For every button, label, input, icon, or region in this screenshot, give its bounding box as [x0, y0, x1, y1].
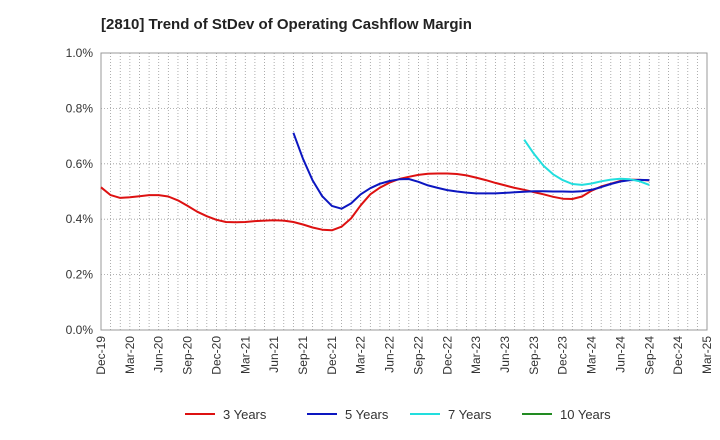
x-tick-label: Dec-23 [556, 336, 570, 375]
legend: 3 Years 5 Years 7 Years 10 Years [185, 407, 611, 422]
y-axis: 1.0% 0.8% 0.6% 0.4% 0.2% 0.0% [66, 46, 94, 337]
x-tick-label: Jun-21 [267, 336, 281, 373]
series-lines [100, 132, 650, 232]
x-tick-label: Jun-24 [613, 336, 627, 373]
x-tick-label: Mar-21 [238, 336, 252, 374]
y-tick-label: 0.4% [66, 212, 94, 226]
legend-label: 10 Years [560, 407, 611, 422]
x-tick-label: Sep-22 [411, 336, 425, 375]
x-tick-label: Sep-21 [296, 336, 310, 375]
x-tick-label: Sep-24 [642, 336, 656, 375]
x-tick-label: Sep-20 [181, 336, 195, 375]
x-axis: Dec-19 Mar-20 Jun-20 Sep-20 Dec-20 Mar-21 Jun-… [94, 336, 714, 375]
x-tick-label: Jun-23 [498, 336, 512, 373]
series-line-7-years [523, 139, 650, 186]
chart-title: [2810] Trend of StDev of Operating Cashf… [101, 16, 472, 33]
y-tick-label: 0.8% [66, 101, 94, 115]
y-tick-label: 0.6% [66, 157, 94, 171]
y-tick-label: 0.2% [66, 268, 94, 282]
x-tick-label: Mar-20 [123, 336, 137, 374]
plot-area [100, 52, 708, 331]
x-tick-label: Dec-19 [94, 336, 108, 375]
x-tick-label: Mar-23 [469, 336, 483, 374]
x-tick-label: Mar-25 [700, 336, 714, 374]
series-line-3-years [100, 172, 650, 232]
x-tick-label: Dec-24 [671, 336, 685, 375]
x-tick-label: Dec-21 [325, 336, 339, 375]
series-line-5-years [292, 132, 650, 210]
y-tick-label: 0.0% [66, 323, 94, 337]
x-tick-label: Jun-20 [152, 336, 166, 373]
legend-label: 3 Years [223, 407, 267, 422]
x-tick-label: Mar-24 [585, 336, 599, 374]
grid [101, 53, 707, 330]
x-tick-label: Jun-22 [383, 336, 397, 373]
x-tick-label: Mar-22 [354, 336, 368, 374]
legend-label: 7 Years [448, 407, 492, 422]
legend-label: 5 Years [345, 407, 389, 422]
y-tick-label: 1.0% [66, 46, 94, 60]
x-tick-label: Dec-22 [440, 336, 454, 375]
x-tick-label: Sep-23 [527, 336, 541, 375]
x-tick-label: Dec-20 [209, 336, 223, 375]
